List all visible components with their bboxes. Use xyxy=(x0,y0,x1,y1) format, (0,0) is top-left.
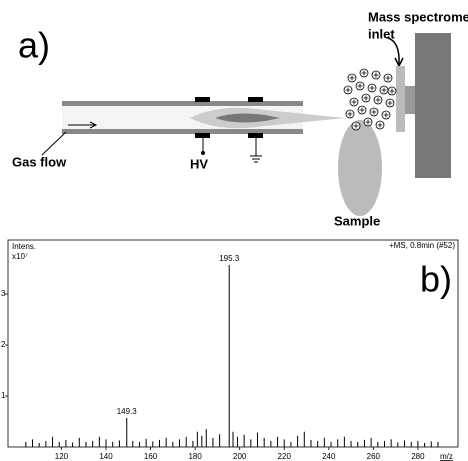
hv-terminal xyxy=(201,151,205,155)
sample xyxy=(338,120,382,216)
inlet-arrow xyxy=(387,37,400,65)
ion-sign xyxy=(375,97,381,103)
ion-sign xyxy=(389,88,395,94)
peak-label: 149.3 xyxy=(117,407,138,416)
panel-label: b) xyxy=(420,259,452,300)
y-tick-label: 2 xyxy=(1,340,6,349)
ions xyxy=(343,68,397,131)
x-tick-label: 160 xyxy=(144,452,158,461)
flow-arrow-head xyxy=(89,121,98,129)
info: +MS, 0.8min (#52) xyxy=(389,241,455,250)
electrode xyxy=(248,97,263,102)
x-tick-label: 200 xyxy=(233,452,247,461)
ion-sign xyxy=(365,119,371,125)
x-tick-label: 260 xyxy=(367,452,381,461)
x-tick-label: 140 xyxy=(99,452,113,461)
plasma-core xyxy=(215,113,280,123)
ion-sign xyxy=(359,107,365,113)
x-tick-label: 280 xyxy=(411,452,425,461)
electrode xyxy=(248,133,263,138)
ion-sign xyxy=(351,99,357,105)
ion-sign xyxy=(377,122,383,128)
x-tick-label: 180 xyxy=(188,452,202,461)
inlet xyxy=(396,66,405,132)
y-label: Intens. xyxy=(12,242,36,251)
ion-sign xyxy=(353,123,359,129)
ion-sign xyxy=(383,112,389,118)
gas-pointer xyxy=(41,131,67,156)
electrode xyxy=(195,133,210,138)
gas-label: Gas flow xyxy=(12,154,67,169)
electrode xyxy=(195,97,210,102)
ion-sign xyxy=(363,95,369,101)
ion-sign xyxy=(361,70,367,76)
x-tick-label: 220 xyxy=(278,452,292,461)
y-tick-label: 3 xyxy=(1,289,6,298)
ion-sign xyxy=(381,87,387,93)
tube-wall xyxy=(62,129,303,134)
ion-sign xyxy=(371,109,377,115)
x-label: m/z xyxy=(440,452,453,461)
inlet-cap xyxy=(405,86,415,114)
hv-label: HV xyxy=(190,156,208,171)
panel-label: a) xyxy=(18,25,50,66)
ion-sign xyxy=(387,100,393,106)
inlet-label: Mass spectrometer xyxy=(368,9,468,24)
ion-sign xyxy=(373,72,379,78)
ion-sign xyxy=(349,75,355,81)
y-scale: x10⁷ xyxy=(12,252,28,261)
x-tick-label: 240 xyxy=(322,452,336,461)
peak-label: 195.3 xyxy=(219,254,240,263)
tube-wall xyxy=(62,101,303,106)
ion-sign xyxy=(385,75,391,81)
x-tick-label: 120 xyxy=(55,452,69,461)
spectrometer xyxy=(415,33,451,178)
ion-sign xyxy=(369,85,375,91)
ion-sign xyxy=(345,87,351,93)
sample-label: Sample xyxy=(334,213,380,228)
plot-frame xyxy=(7,239,459,448)
ion-sign xyxy=(357,83,363,89)
ion-sign xyxy=(347,111,353,117)
y-tick-label: 1 xyxy=(1,391,6,400)
